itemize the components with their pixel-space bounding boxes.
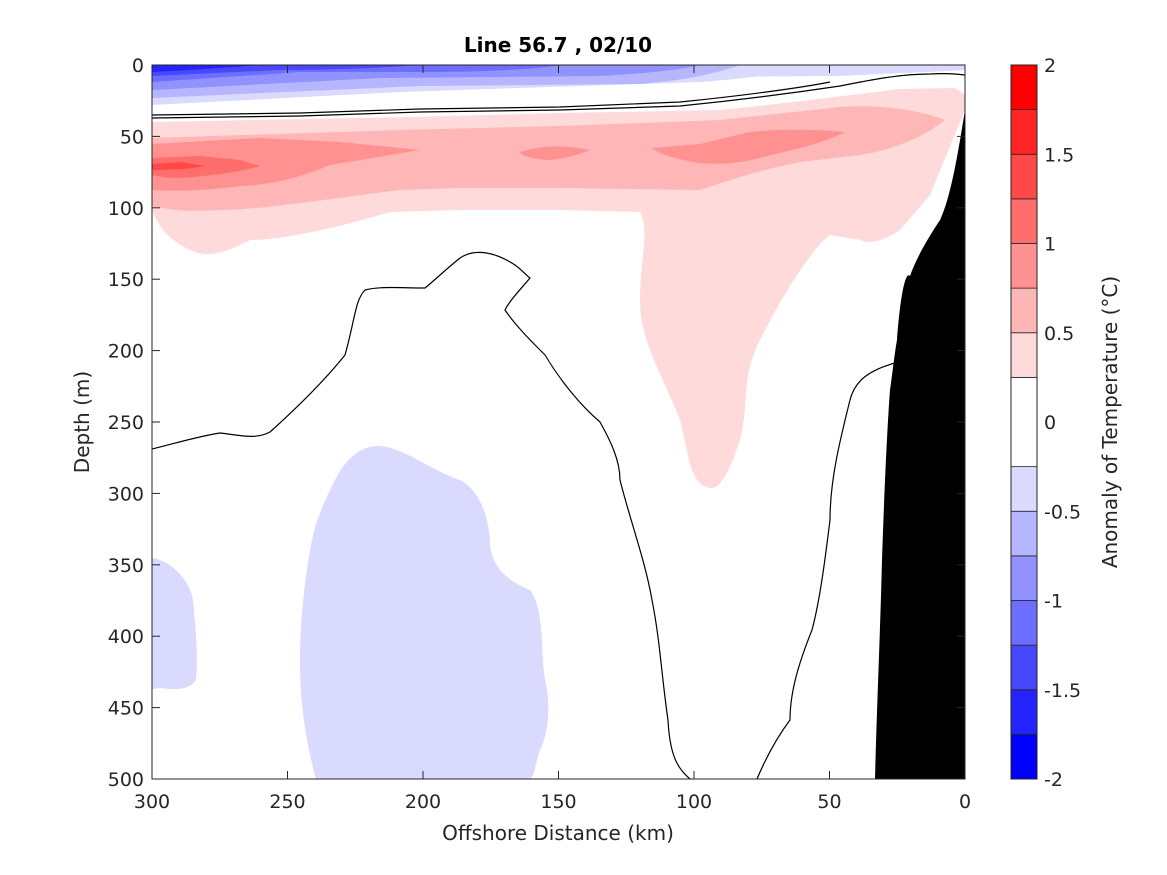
warm-layer-5	[152, 156, 260, 178]
colorbar-band	[1010, 198, 1038, 244]
colorbar-tick-label: -0.5	[1044, 501, 1081, 523]
warm-layer-2	[152, 138, 420, 191]
colorbar-tick-label: -2	[1044, 769, 1063, 791]
y-tick-label: 200	[108, 341, 144, 363]
colorbar-tick-label: 1	[1044, 234, 1056, 256]
y-tick-label: 500	[108, 769, 144, 791]
contour-fills	[152, 65, 965, 779]
y-tick-label: 50	[120, 126, 144, 148]
x-tick-label: 100	[676, 791, 712, 813]
colorbar	[1010, 64, 1038, 780]
cool-patch-edge	[152, 558, 197, 690]
y-ticks: 0 50 100 150 200 250 300 350 400 450 500	[108, 55, 965, 791]
y-tick-label: 150	[108, 269, 144, 291]
chart-title: Line 56.7 , 02/10	[464, 33, 652, 57]
x-tick-label: 300	[134, 791, 170, 813]
warm-layer-6	[152, 162, 205, 170]
colorbar-tick-label: 2	[1044, 55, 1056, 77]
y-tick-label: 100	[108, 198, 144, 220]
colorbar-band	[1010, 555, 1038, 601]
colorbar-tick-label: -1.5	[1044, 680, 1081, 702]
colorbar-band	[1010, 689, 1038, 735]
cold-layer-6	[152, 65, 260, 72]
y-tick-label: 350	[108, 555, 144, 577]
colorbar-tick-label: -1	[1044, 591, 1063, 613]
x-tick-label: 200	[405, 791, 441, 813]
colorbar-tick-label: 1.5	[1044, 144, 1074, 166]
colorbar-band	[1010, 153, 1038, 200]
x-tick-label: 50	[817, 791, 841, 813]
colorbar-band	[1010, 733, 1038, 780]
warm-layer-3	[520, 146, 590, 160]
colorbar-band	[1010, 64, 1038, 111]
colorbar-band	[1010, 510, 1038, 557]
y-tick-label: 450	[108, 698, 144, 720]
colorbar-band	[1010, 376, 1038, 468]
colorbar-frame	[1010, 64, 1038, 780]
colorbar-label: Anomaly of Temperature (°C)	[1098, 276, 1122, 568]
zero-contour-surface-2	[152, 81, 831, 116]
colorbar-ticks: 2 1.5 1 0.5 0 -0.5 -1 -1.5 -2	[1044, 55, 1081, 791]
y-tick-label: 250	[108, 412, 144, 434]
warm-layer-4	[652, 129, 845, 164]
y-tick-label: 400	[108, 626, 144, 648]
colorbar-band	[1010, 466, 1038, 512]
y-tick-label: 0	[132, 55, 144, 77]
x-tick-label: 150	[540, 791, 576, 813]
x-tick-label: 0	[959, 791, 971, 813]
colorbar-band	[1010, 332, 1038, 378]
x-ticks: 300 250 200 150 100 50 0	[134, 65, 971, 813]
zero-contour-surface-1	[152, 72, 965, 119]
colorbar-tick-label: 0	[1044, 412, 1056, 434]
colorbar-band	[1010, 644, 1038, 691]
colorbar-band	[1010, 287, 1038, 334]
colorbar-tick-label: 0.5	[1044, 323, 1074, 345]
x-axis-label: Offshore Distance (km)	[442, 821, 674, 845]
cool-patch-deep	[300, 445, 549, 779]
colorbar-band	[1010, 109, 1038, 155]
bathymetry	[875, 110, 965, 779]
x-tick-label: 250	[269, 791, 305, 813]
y-axis-label: Depth (m)	[70, 371, 94, 473]
colorbar-band	[1010, 600, 1038, 646]
y-tick-label: 300	[108, 483, 144, 505]
zero-contour-right	[756, 362, 896, 779]
colorbar-band	[1010, 243, 1038, 289]
zero-contour-mid	[152, 251, 691, 779]
